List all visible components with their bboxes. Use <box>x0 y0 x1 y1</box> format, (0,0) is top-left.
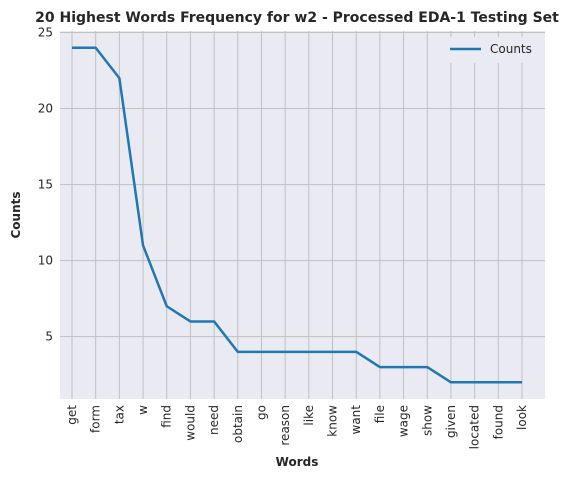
y-tick-label: 5 <box>45 330 53 344</box>
legend-label: Counts <box>490 42 532 56</box>
x-tick-label: go <box>254 405 268 420</box>
x-tick-label: need <box>207 405 221 435</box>
y-axis-label: Counts <box>9 191 23 238</box>
x-tick-label: show <box>420 405 434 436</box>
x-tick-label: file <box>373 405 387 423</box>
x-tick-label: located <box>468 405 482 449</box>
y-axis-ticks: 5 10 15 20 25 <box>38 26 53 344</box>
grid-lines <box>60 31 545 399</box>
y-tick-label: 10 <box>38 254 53 268</box>
x-tick-label: w <box>136 405 150 415</box>
x-axis-label: Words <box>276 455 319 469</box>
x-tick-label: form <box>89 405 103 433</box>
y-tick-label: 25 <box>38 26 53 40</box>
series-line-counts <box>72 46 522 384</box>
x-tick-label: obtain <box>231 405 245 443</box>
x-tick-label: tax <box>112 405 126 424</box>
chart-title: 20 Highest Words Frequency for w2 - Proc… <box>35 10 559 26</box>
x-tick-label: would <box>183 405 197 441</box>
plot-area <box>60 31 545 399</box>
x-tick-label: get <box>65 405 79 425</box>
x-tick-label: want <box>349 405 363 435</box>
x-tick-label: know <box>326 405 340 437</box>
x-tick-label: wage <box>397 405 411 437</box>
x-tick-label: given <box>444 405 458 438</box>
x-tick-label: like <box>302 405 316 426</box>
legend: Counts <box>441 37 541 63</box>
series-layer <box>71 46 523 384</box>
y-tick-label: 15 <box>38 178 53 192</box>
x-tick-label: find <box>160 405 174 428</box>
x-tick-label: look <box>515 405 529 430</box>
x-axis-ticks: get form tax w find would need obtain go reason li… <box>65 405 529 450</box>
x-tick-label: found <box>491 405 505 439</box>
x-tick-label: reason <box>278 405 292 446</box>
y-tick-label: 20 <box>38 102 53 116</box>
